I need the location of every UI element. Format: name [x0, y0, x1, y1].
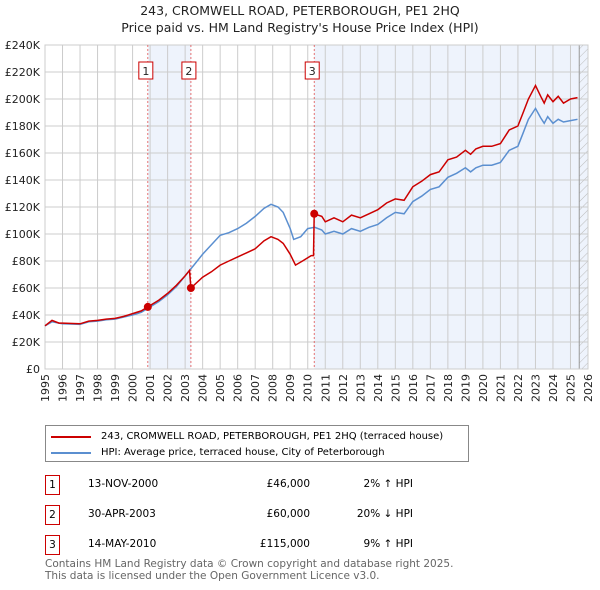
footer-licence: This data is licensed under the Open Gov… — [45, 570, 380, 582]
sale-point — [310, 209, 319, 218]
x-tick-label: 2023 — [529, 374, 542, 402]
x-tick-label: 2007 — [249, 374, 262, 402]
x-tick-label: 2017 — [424, 374, 437, 402]
y-tick-label: £80K — [12, 255, 41, 268]
x-tick-label: 1997 — [74, 374, 87, 402]
y-tick-label: £0 — [26, 363, 40, 376]
transaction-row: 3 14-MAY-2010 £115,000 9% ↑ HPI — [45, 535, 445, 555]
transaction-date: 14-MAY-2010 — [88, 538, 157, 550]
chart-subtitle: Price paid vs. HM Land Registry's House … — [121, 20, 479, 35]
y-tick-label: £160K — [5, 147, 41, 160]
x-tick-label: 2024 — [547, 374, 560, 402]
y-tick-label: £180K — [5, 120, 41, 133]
x-tick-label: 2019 — [459, 374, 472, 402]
transaction-date: 30-APR-2003 — [88, 508, 156, 520]
sale-label: 3 — [309, 65, 316, 78]
price-chart: 1 2 3 1995 1996 1997 1998 1999 2000 2001 2002 2003 2… — [5, 39, 595, 402]
red-line-swatch — [51, 435, 91, 438]
y-tick-label: £20K — [12, 336, 41, 349]
transaction-hpi: 2% ↑ HPI — [363, 478, 413, 490]
transaction-price: £115,000 — [259, 538, 310, 550]
sale-label-box — [181, 61, 197, 80]
x-tick-label: 2004 — [197, 374, 210, 402]
chart-title: 243, CROMWELL ROAD, PETERBOROUGH, PE1 2H… — [140, 3, 460, 18]
x-tick-label: 1998 — [92, 374, 105, 402]
legend: 243, CROMWELL ROAD, PETERBOROUGH, PE1 2H… — [45, 425, 469, 462]
x-tick-label: 2016 — [407, 374, 420, 402]
blue-line-swatch — [51, 451, 91, 454]
transaction-number: 1 — [45, 475, 60, 495]
transaction-date: 13-NOV-2000 — [88, 478, 159, 490]
y-tick-label: £240K — [5, 39, 41, 52]
transaction-row: 2 30-APR-2003 £60,000 20% ↓ HPI — [45, 505, 445, 525]
transaction-hpi: 20% ↓ HPI — [356, 508, 413, 520]
transaction-hpi: 9% ↑ HPI — [363, 538, 413, 550]
hpi-line — [44, 106, 578, 327]
y-tick-label: £200K — [5, 93, 41, 106]
sale-label-box — [138, 61, 154, 80]
y-tick-label: £40K — [12, 309, 41, 322]
x-tick-label: 2008 — [267, 374, 280, 402]
sale-label: 2 — [185, 65, 192, 78]
x-tick-label: 2001 — [144, 374, 157, 402]
transaction-number: 2 — [45, 505, 60, 525]
x-tick-label: 2002 — [162, 374, 175, 402]
footer: Contains HM Land Registry data © Crown c… — [45, 558, 453, 582]
legend-item-hpi: HPI: Average price, terraced house, City… — [51, 446, 385, 459]
x-tick-label: 2014 — [372, 374, 385, 402]
x-tick-label: 2012 — [337, 374, 350, 402]
transaction-number: 3 — [45, 535, 60, 555]
plot-frame — [44, 44, 589, 370]
x-tick-label: 2022 — [512, 374, 525, 402]
x-tick-label: 2011 — [319, 374, 332, 402]
legend-label: HPI: Average price, terraced house, City… — [101, 447, 385, 458]
sale-point — [143, 302, 152, 311]
x-tick-label: 2020 — [477, 374, 490, 402]
x-tick-label: 1999 — [109, 374, 122, 402]
y-tick-label: £120K — [5, 201, 41, 214]
y-tick-label: £100K — [5, 228, 41, 241]
legend-label: 243, CROMWELL ROAD, PETERBOROUGH, PE1 2H… — [101, 431, 444, 442]
x-tick-label: 2025 — [564, 374, 577, 402]
x-tick-label: 2026 — [582, 374, 595, 402]
transaction-price: £46,000 — [266, 478, 310, 490]
transaction-price: £60,000 — [266, 508, 310, 520]
legend-item-property: 243, CROMWELL ROAD, PETERBOROUGH, PE1 2H… — [51, 430, 443, 443]
x-tick-label: 2000 — [127, 374, 140, 402]
x-tick-label: 2018 — [442, 374, 455, 402]
x-tick-label: 2010 — [302, 374, 315, 402]
y-tick-label: £220K — [5, 66, 41, 79]
x-tick-label: 2003 — [179, 374, 192, 402]
sale-point — [186, 284, 195, 292]
x-tick-label: 2013 — [354, 374, 367, 402]
x-tick-label: 2009 — [284, 374, 297, 402]
x-tick-label: 1996 — [57, 374, 70, 402]
footer-copyright: Contains HM Land Registry data © Crown c… — [45, 558, 454, 570]
x-tick-label: 2006 — [232, 374, 245, 402]
x-tick-label: 2015 — [389, 374, 402, 402]
transaction-row: 1 13-NOV-2000 £46,000 2% ↑ HPI — [45, 475, 445, 495]
x-tick-label: 2005 — [214, 374, 227, 402]
y-tick-label: £140K — [5, 174, 41, 187]
x-tick-label: 1995 — [39, 374, 52, 402]
sale-label: 1 — [142, 65, 149, 78]
x-tick-label: 2021 — [494, 374, 507, 402]
y-tick-label: £60K — [12, 282, 41, 295]
sale-label-box — [304, 61, 320, 80]
